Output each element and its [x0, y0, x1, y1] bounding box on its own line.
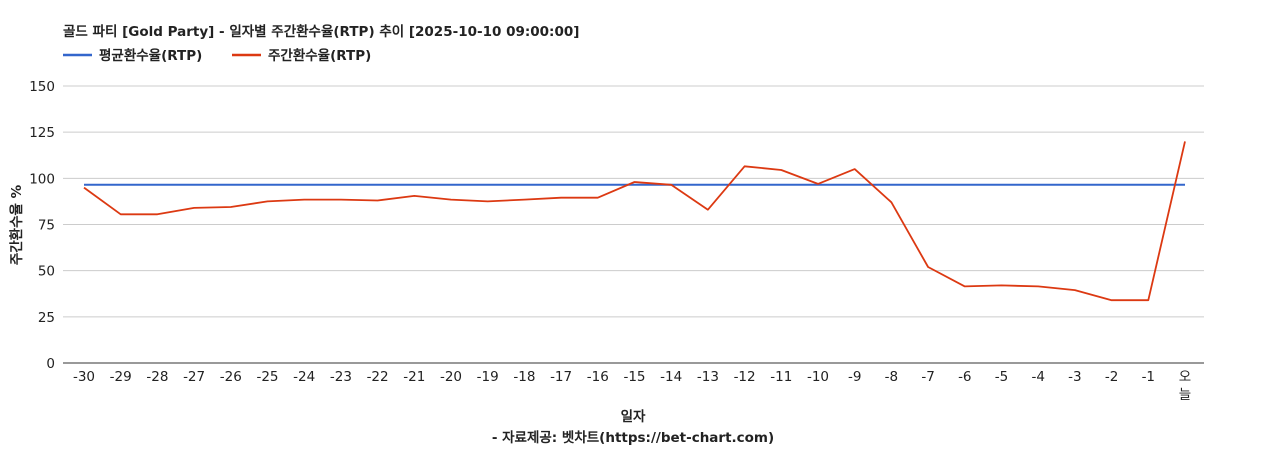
x-tick-label: -4: [1031, 369, 1044, 385]
x-tick-label: 오: [1179, 369, 1191, 385]
x-tick-label: -5: [995, 369, 1008, 385]
y-tick-labels: 0 25 50 75 100 125 150: [29, 79, 55, 372]
x-tick-label: -10: [807, 369, 829, 385]
series-lines: [83, 141, 1186, 302]
x-tick-label: -1: [1142, 369, 1155, 385]
x-tick-label: -16: [587, 369, 609, 385]
x-tick-label: -23: [330, 369, 352, 385]
y-tick-label: 50: [38, 264, 55, 280]
y-tick-label: 0: [46, 356, 55, 372]
gridlines: [63, 85, 1204, 364]
x-tick-label: -27: [183, 369, 205, 385]
x-tick-label: 늘: [1179, 387, 1191, 403]
x-tick-labels: -30 -29 -28 -27 -26 -25 -24 -23 -22 -21 -20 -19 -18-…: [73, 369, 1191, 403]
source-footer: - 자료제공: 벳차트(https://bet-chart.com): [492, 429, 774, 446]
x-tick-label: -26: [220, 369, 242, 385]
x-tick-label: -13: [697, 369, 719, 385]
legend-label-avg-rtp: 평균환수율(RTP): [99, 47, 202, 64]
y-axis-label: 주간환수율 %: [8, 184, 25, 265]
y-tick-label: 125: [29, 125, 55, 141]
x-tick-label: -22: [367, 369, 389, 385]
x-tick-label: -9: [848, 369, 861, 385]
legend-label-weekly-rtp: 주간환수율(RTP): [268, 47, 371, 64]
chart-title: 골드 파티 [Gold Party] - 일자별 주간환수율(RTP) 추이 […: [63, 23, 579, 40]
x-tick-label: -30: [73, 369, 95, 385]
x-tick-label: -15: [623, 369, 645, 385]
x-tick-label: -21: [403, 369, 425, 385]
x-tick-label: -14: [660, 369, 682, 385]
x-tick-label: -8: [885, 369, 898, 385]
x-tick-label: -11: [770, 369, 792, 385]
y-tick-label: 150: [29, 79, 55, 95]
legend: 평균환수율(RTP) 주간환수율(RTP): [63, 47, 371, 64]
x-tick-label: -17: [550, 369, 572, 385]
x-tick-label: -12: [734, 369, 756, 385]
series-line-weekly-rtp: [83, 141, 1186, 302]
x-tick-label: -24: [293, 369, 315, 385]
x-tick-label: -2: [1105, 369, 1118, 385]
y-tick-label: 75: [38, 218, 55, 234]
x-tick-label: -6: [958, 369, 971, 385]
x-tick-label: -20: [440, 369, 462, 385]
x-tick-label: -19: [477, 369, 499, 385]
x-axis-label: 일자: [621, 409, 646, 425]
x-tick-label: -25: [256, 369, 278, 385]
x-tick-label: -29: [110, 369, 132, 385]
x-tick-label: -7: [921, 369, 934, 385]
y-tick-label: 25: [38, 310, 55, 326]
x-tick-label: -3: [1068, 369, 1081, 385]
y-tick-label: 100: [29, 171, 55, 187]
x-tick-label: -28: [146, 369, 168, 385]
x-tick-label: -18: [513, 369, 535, 385]
